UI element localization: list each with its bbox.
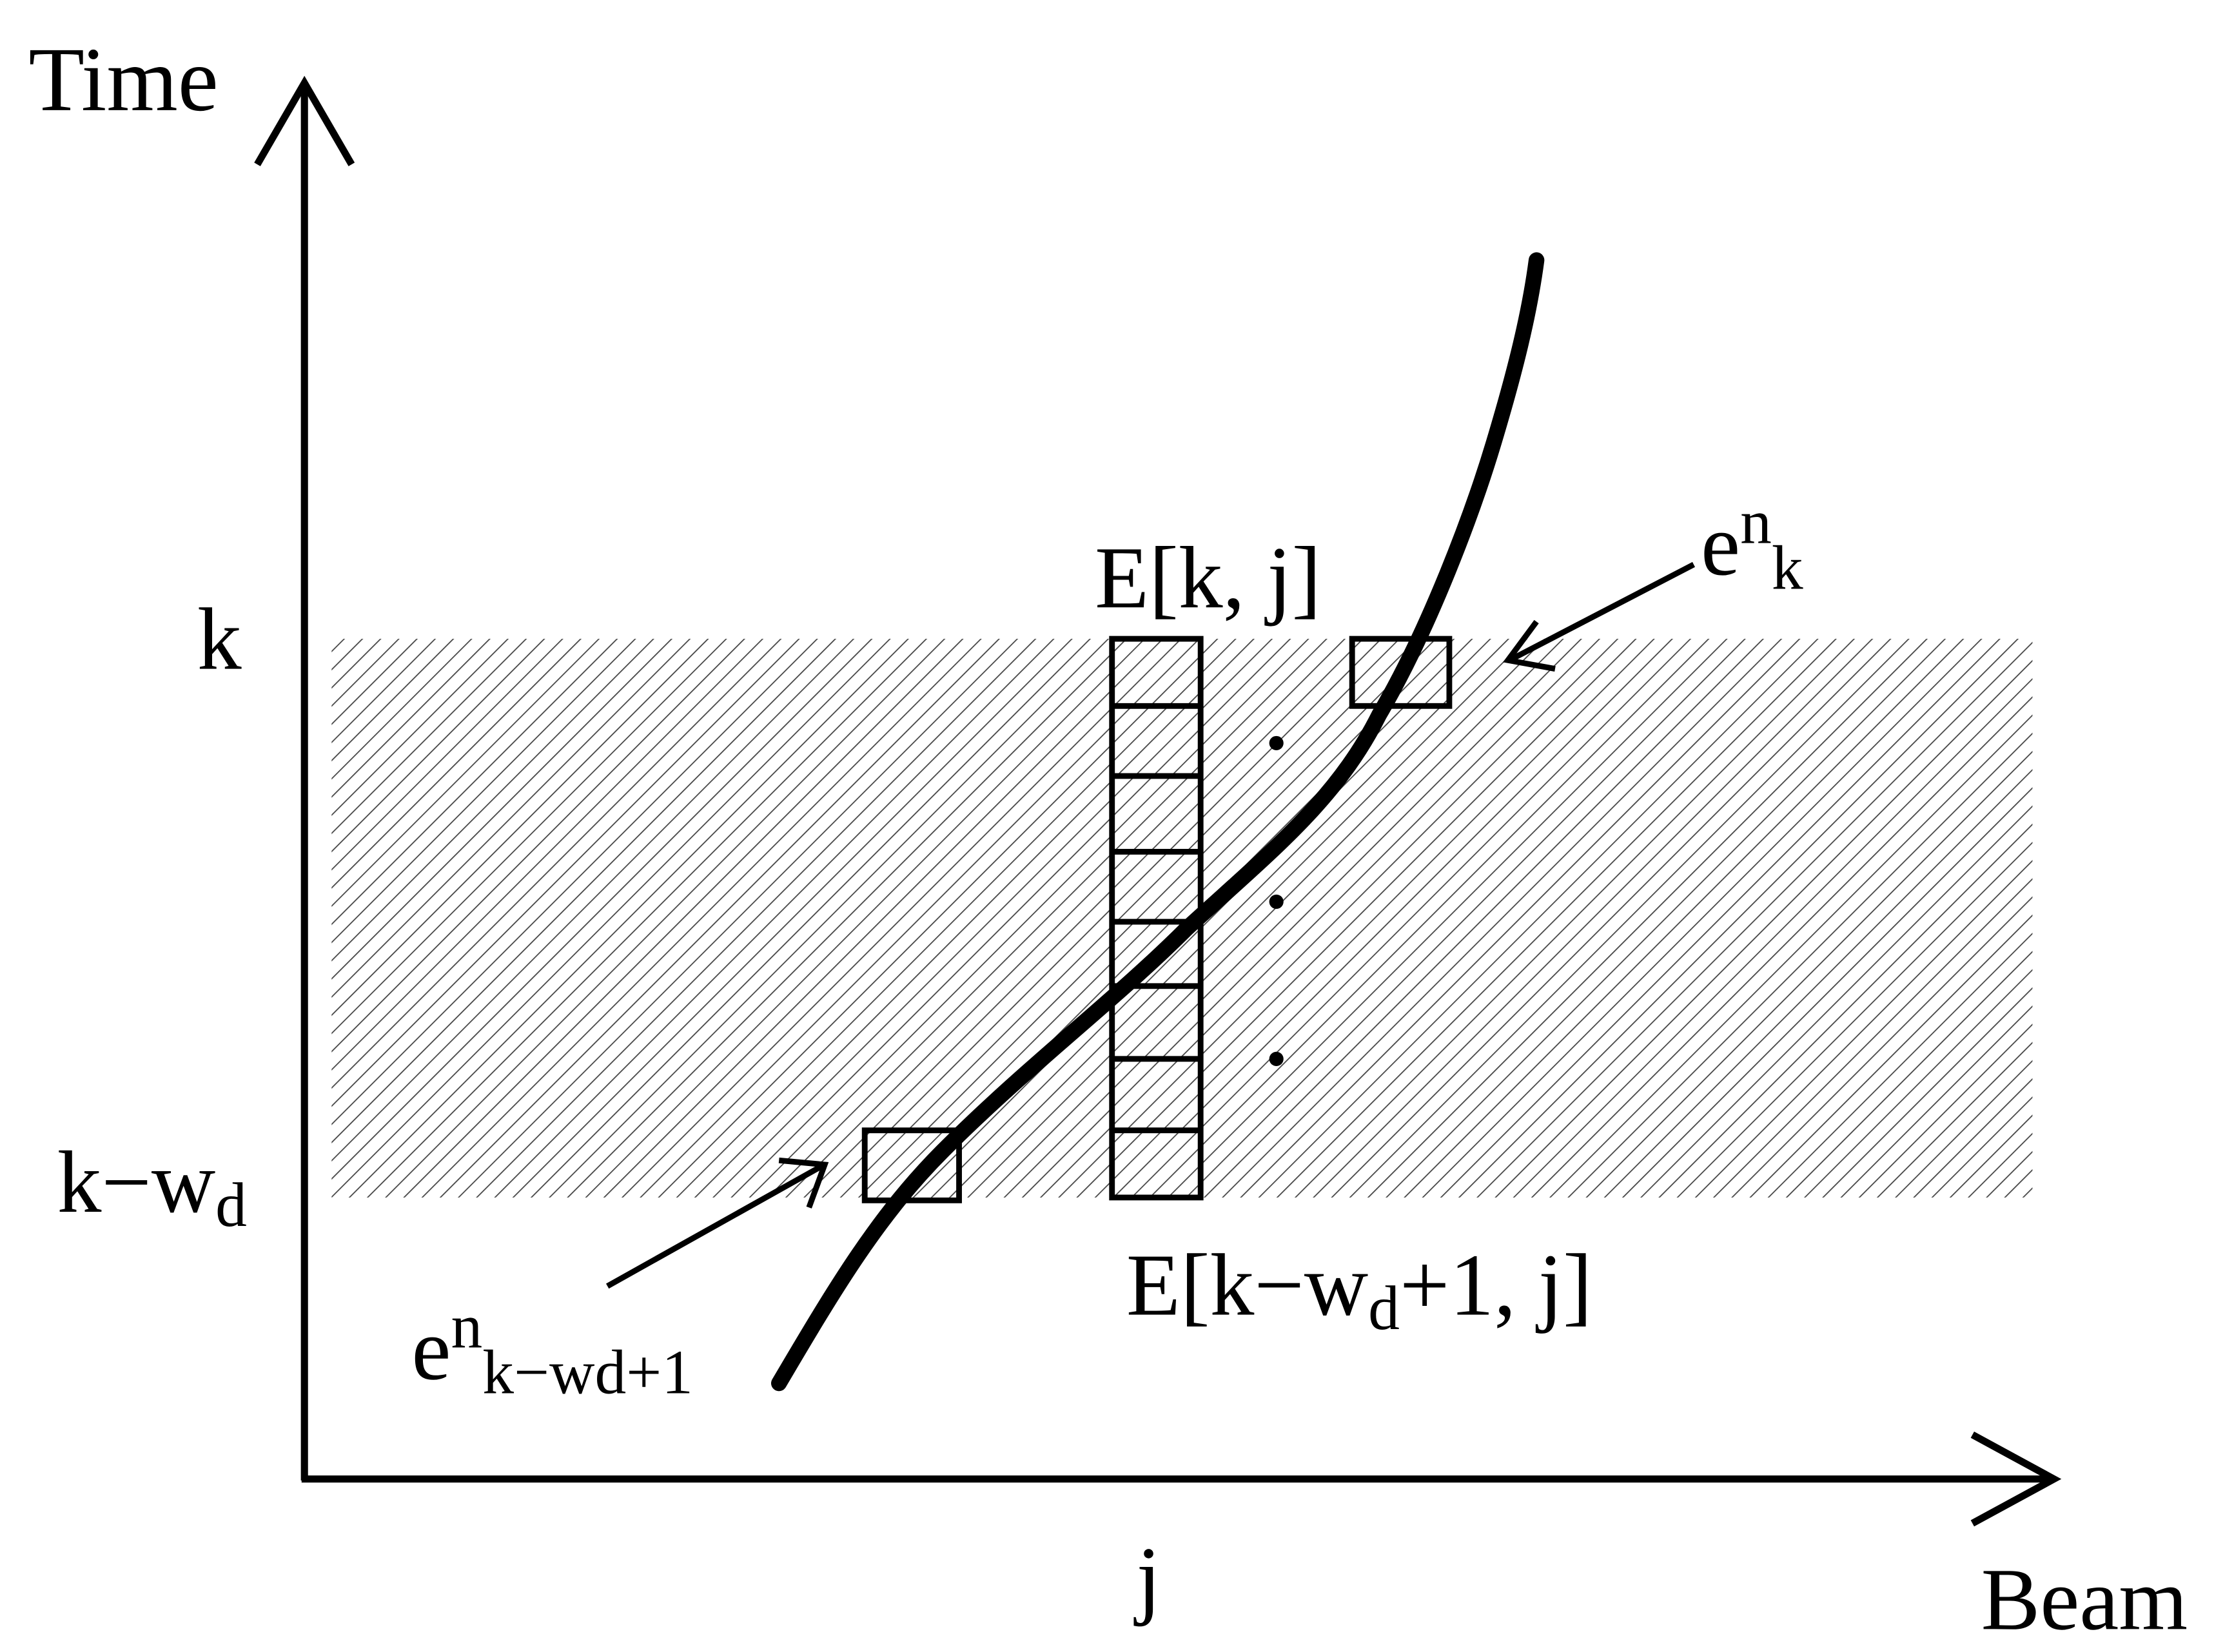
label-sub: k (1772, 533, 1803, 603)
e-k-label: enk (1701, 488, 1803, 603)
pointer-arrow (1511, 561, 1696, 662)
x-arrowhead (1970, 1432, 2062, 1527)
tick-k-minus-wd: k−wd (57, 1133, 247, 1240)
label-base: E[k−w (1126, 1236, 1368, 1334)
tick-sub: d (215, 1171, 247, 1240)
label-sup: n (451, 1292, 482, 1362)
pointer-arrowhead (1503, 619, 1556, 672)
y-axis-label: Time (28, 29, 218, 130)
e-kwd-label: enk−wd+1 (411, 1292, 693, 1408)
ellipsis-dot (1269, 894, 1284, 909)
label-sub: d (1368, 1274, 1400, 1343)
label-sub: k−wd+1 (482, 1338, 693, 1408)
x-axis-label: Beam (1981, 1550, 2188, 1648)
pointer-arrow (606, 1163, 823, 1289)
label-base: e (1701, 496, 1740, 594)
ellipsis-dot (1269, 1051, 1284, 1066)
tick-j: j (1133, 1529, 1161, 1627)
top-cell-label: E[k, j] (1095, 529, 1321, 627)
box-bottom (861, 1127, 962, 1203)
hatched-window (331, 639, 2033, 1198)
trajectory-curve (771, 252, 1545, 1392)
box-top (1349, 636, 1453, 709)
y-arrowhead (254, 75, 355, 166)
tick-base: k−w (57, 1133, 215, 1231)
label-rest: +1, j] (1400, 1236, 1592, 1334)
label-base: e (411, 1300, 451, 1398)
tick-k: k (197, 590, 242, 688)
bottom-cell-label: E[k−wd+1, j] (1126, 1236, 1592, 1343)
ellipsis-dot (1269, 735, 1284, 751)
pointer-arrowhead (778, 1157, 829, 1209)
label-sup: n (1740, 488, 1772, 558)
